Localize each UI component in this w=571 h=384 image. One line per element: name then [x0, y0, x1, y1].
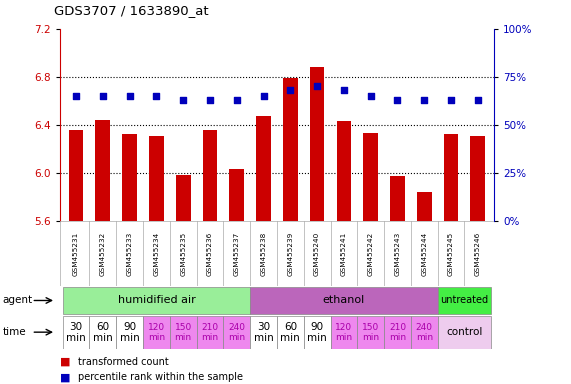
Bar — [176, 175, 191, 221]
Bar — [63, 316, 90, 349]
Point — [206, 97, 215, 103]
Bar — [390, 176, 405, 221]
Text: untreated: untreated — [440, 295, 489, 306]
Text: 90
min: 90 min — [120, 322, 139, 343]
Text: 120
min: 120 min — [335, 323, 352, 341]
Bar — [277, 316, 304, 349]
Text: GSM455236: GSM455236 — [207, 231, 213, 276]
Bar — [223, 316, 250, 349]
Text: 30
min: 30 min — [254, 322, 274, 343]
Text: 30
min: 30 min — [66, 322, 86, 343]
Text: GSM455234: GSM455234 — [154, 231, 159, 276]
Text: 120
min: 120 min — [148, 323, 165, 341]
Text: ■: ■ — [60, 372, 70, 382]
Bar — [411, 316, 437, 349]
Bar — [170, 316, 196, 349]
Point — [312, 83, 321, 89]
Bar — [384, 316, 411, 349]
Text: ethanol: ethanol — [323, 295, 365, 306]
Bar — [363, 133, 378, 221]
Text: GSM455240: GSM455240 — [314, 231, 320, 276]
Text: GSM455233: GSM455233 — [127, 231, 132, 276]
Bar — [116, 316, 143, 349]
Bar — [437, 286, 491, 314]
Point — [393, 97, 402, 103]
Text: GSM455243: GSM455243 — [395, 231, 400, 276]
Bar — [444, 134, 459, 221]
Point — [259, 93, 268, 99]
Bar — [69, 129, 83, 221]
Text: GSM455242: GSM455242 — [368, 231, 373, 276]
Text: GSM455241: GSM455241 — [341, 231, 347, 276]
Text: 150
min: 150 min — [175, 323, 192, 341]
Bar — [283, 78, 297, 221]
Bar — [122, 134, 137, 221]
Text: transformed count: transformed count — [78, 357, 169, 367]
Text: GSM455246: GSM455246 — [475, 231, 481, 276]
Text: 240
min: 240 min — [416, 323, 433, 341]
Bar — [149, 136, 164, 221]
Text: 150
min: 150 min — [362, 323, 379, 341]
Bar — [95, 120, 110, 221]
Bar — [250, 316, 277, 349]
Text: GSM455244: GSM455244 — [421, 231, 427, 276]
Text: 60
min: 60 min — [280, 322, 300, 343]
Point — [179, 97, 188, 103]
Text: 210
min: 210 min — [389, 323, 406, 341]
Point — [447, 97, 456, 103]
Text: humidified air: humidified air — [118, 295, 195, 306]
Point — [152, 93, 161, 99]
Text: GSM455232: GSM455232 — [100, 231, 106, 276]
Bar — [230, 169, 244, 221]
Bar — [196, 316, 223, 349]
Text: 210
min: 210 min — [202, 323, 219, 341]
Bar — [309, 67, 324, 221]
Text: GDS3707 / 1633890_at: GDS3707 / 1633890_at — [54, 4, 209, 17]
Point — [339, 87, 348, 93]
Point — [473, 97, 482, 103]
Point — [71, 93, 81, 99]
Bar — [331, 316, 357, 349]
Text: time: time — [3, 327, 26, 337]
Point — [125, 93, 134, 99]
Text: control: control — [447, 327, 482, 337]
Text: GSM455237: GSM455237 — [234, 231, 240, 276]
Bar — [63, 286, 250, 314]
Text: agent: agent — [3, 295, 33, 306]
Bar — [90, 316, 116, 349]
Text: GSM455231: GSM455231 — [73, 231, 79, 276]
Bar — [250, 286, 437, 314]
Bar — [143, 316, 170, 349]
Bar — [357, 316, 384, 349]
Text: GSM455238: GSM455238 — [260, 231, 267, 276]
Bar — [417, 192, 432, 221]
Bar — [336, 121, 351, 221]
Text: GSM455245: GSM455245 — [448, 231, 454, 276]
Bar — [256, 116, 271, 221]
Text: ■: ■ — [60, 357, 70, 367]
Bar — [304, 316, 331, 349]
Point — [366, 93, 375, 99]
Text: 90
min: 90 min — [307, 322, 327, 343]
Bar — [437, 316, 491, 349]
Bar — [203, 129, 218, 221]
Point — [98, 93, 107, 99]
Point — [420, 97, 429, 103]
Text: GSM455239: GSM455239 — [287, 231, 293, 276]
Point — [232, 97, 242, 103]
Point — [286, 87, 295, 93]
Text: 60
min: 60 min — [93, 322, 112, 343]
Text: 240
min: 240 min — [228, 323, 246, 341]
Bar — [471, 136, 485, 221]
Text: GSM455235: GSM455235 — [180, 231, 186, 276]
Text: percentile rank within the sample: percentile rank within the sample — [78, 372, 243, 382]
